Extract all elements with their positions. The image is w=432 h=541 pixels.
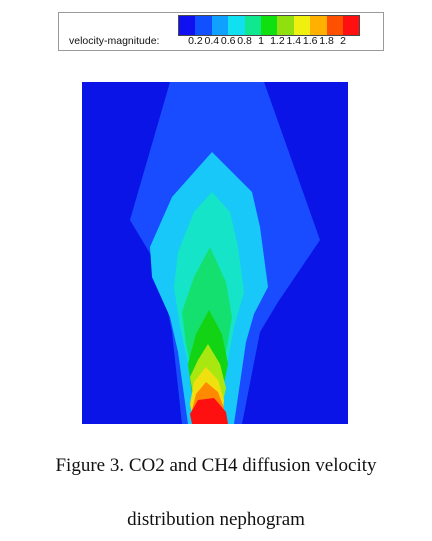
legend-tick-label: 1.4 — [286, 35, 302, 47]
legend-tick-label: 1.8 — [319, 35, 334, 47]
legend-tick-label: 1.6 — [302, 35, 318, 47]
legend-swatch — [310, 16, 327, 35]
legend-tick-label: 1 — [258, 35, 264, 47]
legend-swatch — [342, 16, 360, 35]
velocity-contour-plot — [82, 82, 348, 424]
legend-swatch — [293, 16, 311, 35]
legend-swatch — [326, 16, 343, 35]
contour-level-9 — [190, 398, 228, 424]
legend-swatch — [260, 16, 278, 35]
legend-tick-label: 0.6 — [220, 35, 236, 47]
legend-title: velocity-magnitude: — [69, 35, 160, 47]
color-bar — [177, 15, 361, 36]
legend-tick-label: 0.8 — [237, 35, 252, 47]
legend-tick-label: 0.4 — [204, 35, 220, 47]
legend-swatch — [244, 16, 261, 35]
figure-caption-line-1: Figure 3. CO2 and CH4 diffusion velocity — [55, 455, 377, 476]
contour-svg — [82, 82, 348, 424]
legend-swatch — [211, 16, 229, 35]
color-legend: velocity-magnitude: 0.2 0.4 0.6 0.8 1 1.2 1.4 1… — [58, 12, 384, 51]
legend-swatch — [179, 16, 196, 35]
legend-swatch — [195, 16, 212, 35]
legend-swatch — [228, 16, 245, 35]
legend-ticks: 0.2 0.4 0.6 0.8 1 1.2 1.4 1.6 1.8 2 — [59, 35, 383, 49]
legend-tick-label: 1.2 — [270, 35, 285, 47]
legend-swatch — [277, 16, 294, 35]
legend-tick-label: 0.2 — [188, 35, 203, 47]
legend-tick-label: 2 — [340, 35, 346, 47]
figure-caption-line-2: distribution nephogram — [127, 509, 305, 530]
